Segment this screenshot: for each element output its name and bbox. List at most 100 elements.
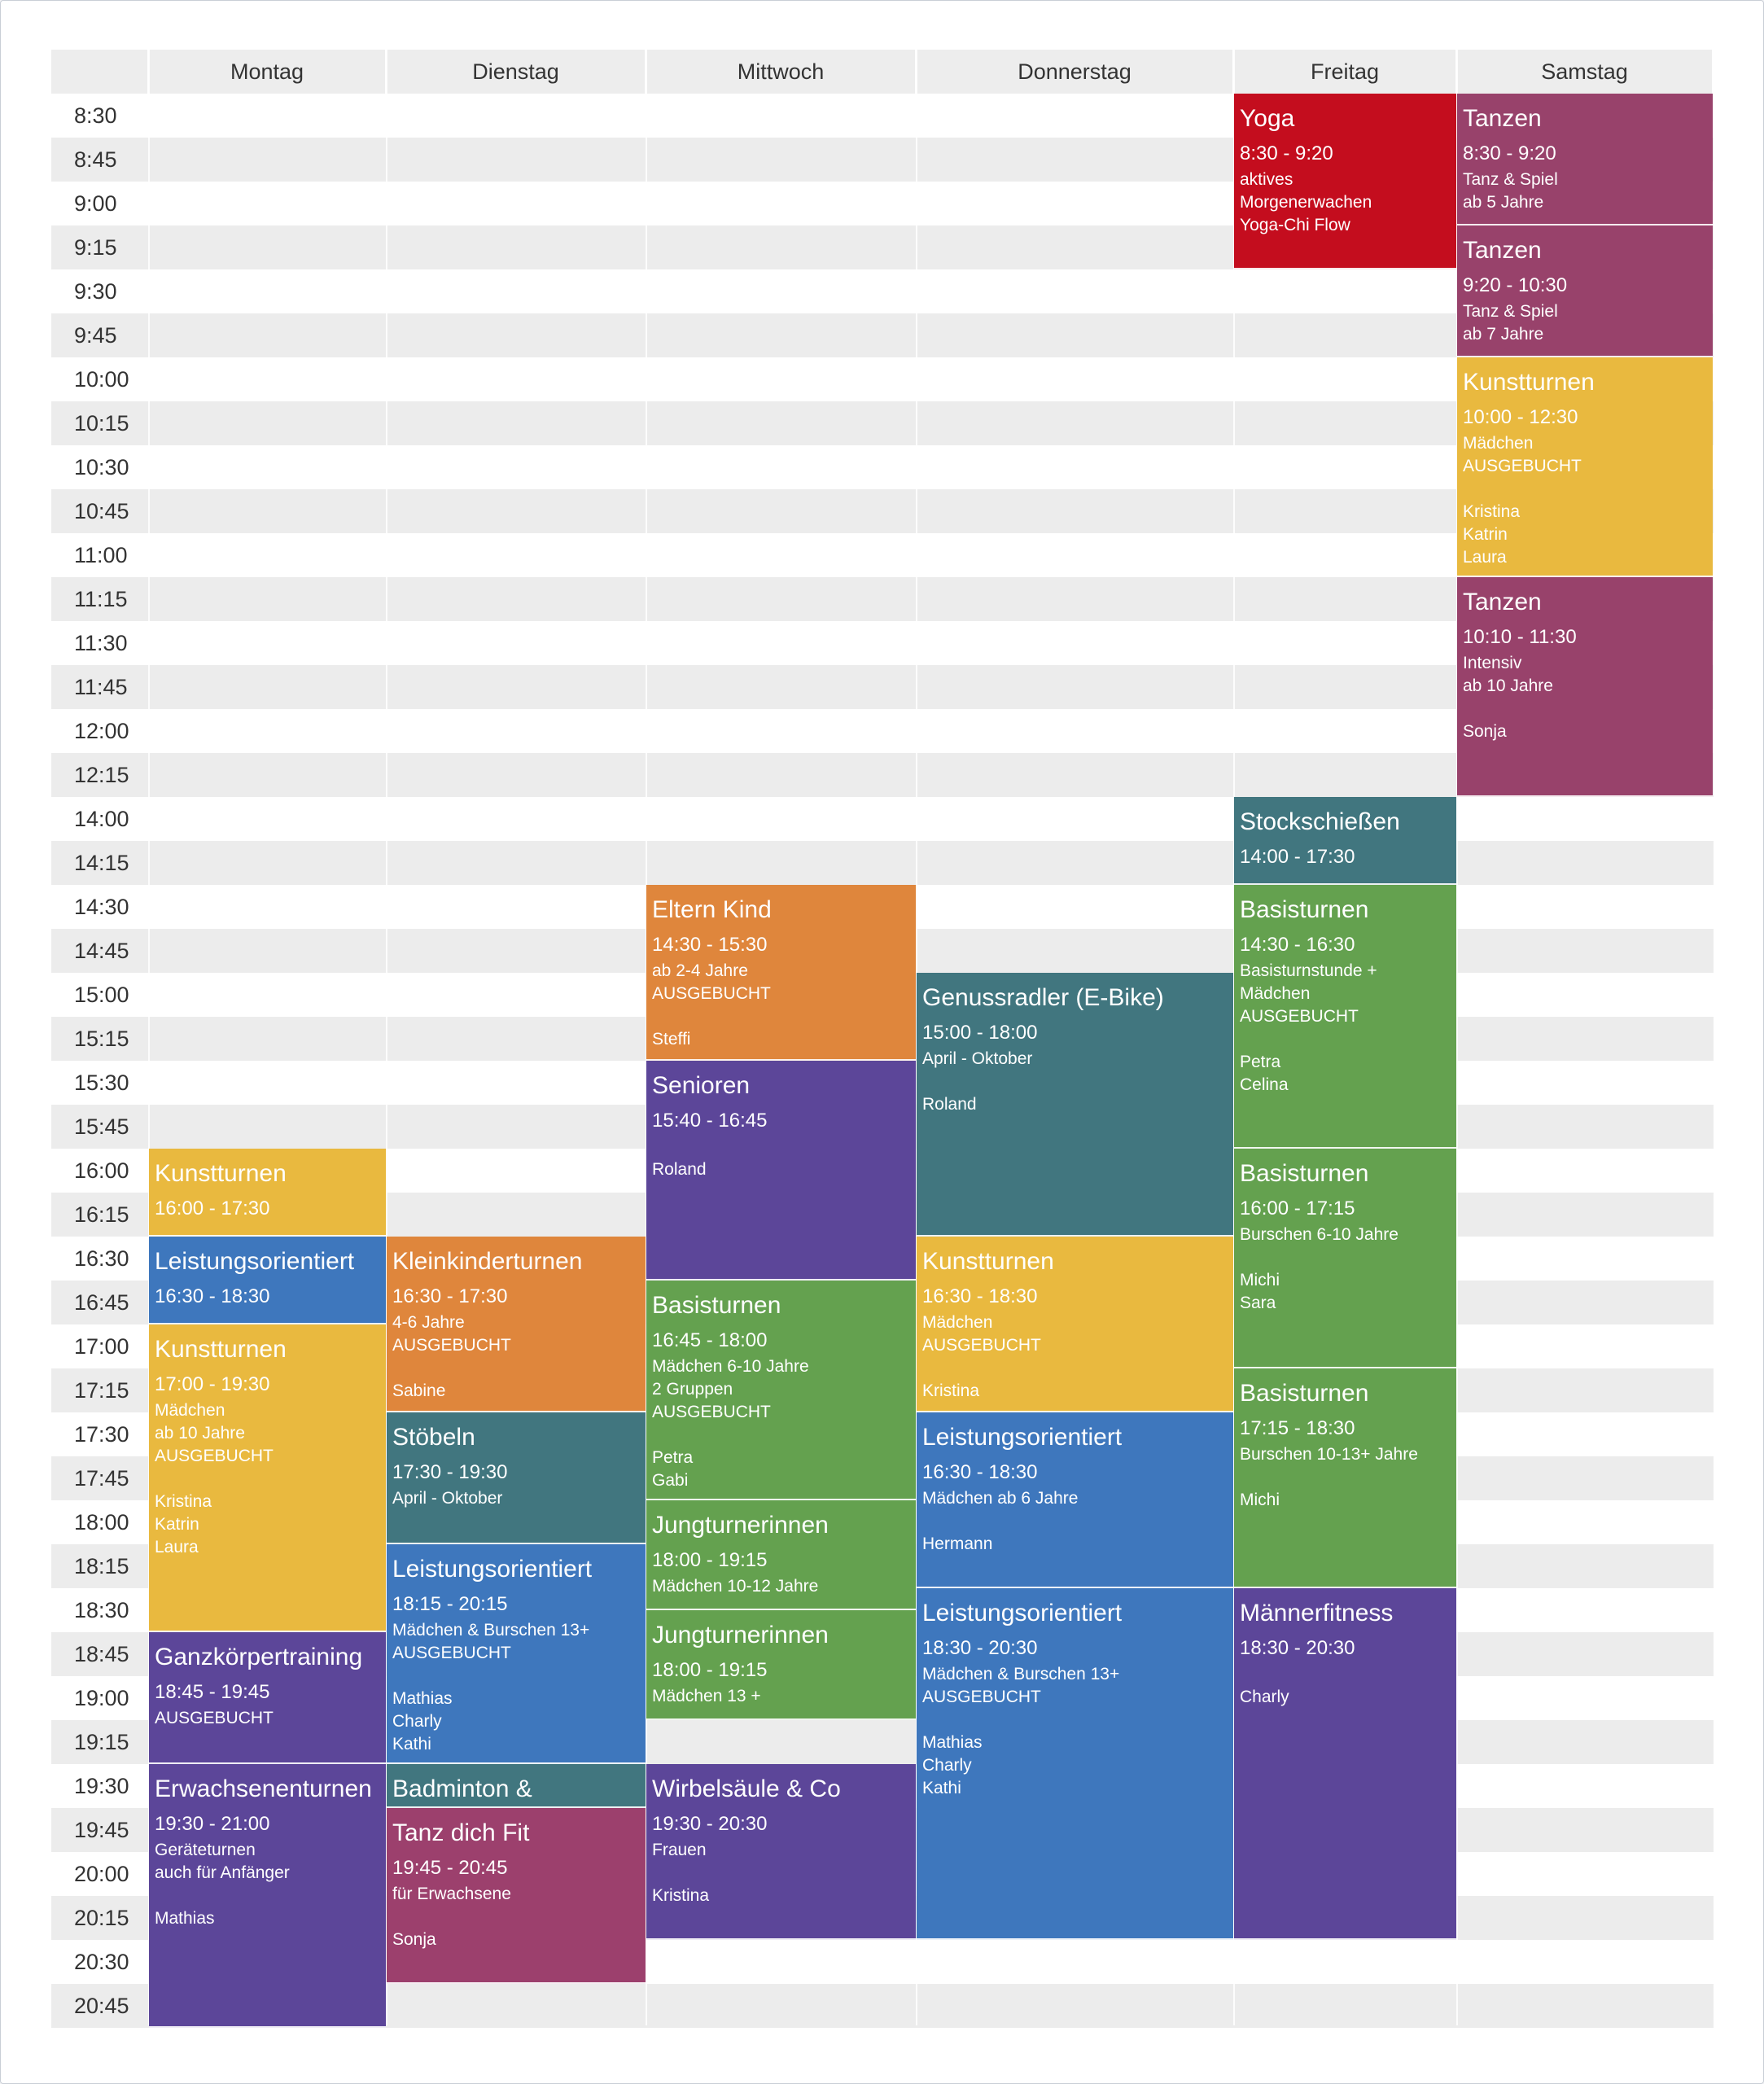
event-details: April - Oktober Roland [922,1048,1228,1116]
event-block[interactable]: Basisturnen 16:45 - 18:00 Mädchen 6-10 Jah… [646,1281,916,1500]
event-detail-line: AUSGEBUCHT [155,1447,274,1465]
event-time: 17:15 - 18:30 [1240,1417,1355,1439]
header-corner [51,50,149,94]
event-title: Leistungsorientiert [922,1600,1123,1626]
time-label: 19:00 [74,1685,129,1710]
time-label: 12:15 [74,762,129,787]
event-block[interactable]: Leistungsorientiert 16:30 - 18:30 [149,1237,386,1324]
event-block[interactable]: Tanzen 9:20 - 10:30 Tanz & Spiel ab 7 Jahre [1457,225,1713,357]
event-detail-line [652,1862,911,1885]
event-detail-line: Petra [652,1448,694,1467]
time-label: 8:30 [74,103,117,128]
event-block[interactable]: Männerfitness 18:30 - 20:30 Charly [1234,1588,1456,1940]
event-detail-line [155,1468,381,1491]
event-title: Stockschießen [1240,808,1400,835]
event-detail-line: Charly [392,1712,442,1731]
event-detail-line: ab 10 Jahre [155,1424,245,1443]
event-title: Tanzen [1463,105,1542,132]
time-label: 11:00 [74,542,128,567]
event-block[interactable]: Leistungsorientiert 18:30 - 20:30 Mädchen … [917,1588,1233,1940]
event-block[interactable]: Kunstturnen 10:00 - 12:30 Mädchen AUSGEBUCH… [1457,357,1713,577]
event-block[interactable]: Ganzkörpertraining 18:45 - 19:45 AUSGEBUCH… [149,1632,386,1764]
time-label: 9:00 [74,190,117,216]
day-header-dienstag: Dienstag [387,50,646,94]
event-detail-line: ab 2-4 Jahre [652,961,748,980]
event-block[interactable]: Basisturnen 14:30 - 16:30 Basisturnstunde … [1234,885,1456,1149]
event-block[interactable]: Basisturnen 16:00 - 17:15 Burschen 6-10 Ja… [1234,1149,1456,1368]
event-details: Frauen Kristina [652,1839,911,1907]
event-detail-line: Tanz & Spiel [1463,170,1558,189]
event-detail-line: Tanz & Spiel [1463,302,1558,321]
event-block[interactable]: Stöbeln 17:30 - 19:30 April - Oktober [387,1412,646,1544]
event-detail-line: Celina [1240,1075,1289,1094]
event-detail-line: ab 10 Jahre [1463,676,1553,695]
column-separator [1456,50,1458,2025]
event-time: 18:15 - 20:15 [392,1593,508,1615]
event-block[interactable]: Tanzen 8:30 - 9:20 Tanz & Spiel ab 5 Jahre [1457,94,1713,225]
event-detail-line: AUSGEBUCHT [1240,1007,1359,1026]
event-detail-line: Kristina [155,1492,212,1511]
event-block[interactable]: Wirbelsäule & Co 19:30 - 20:30 Frauen Krist… [646,1764,916,1940]
event-detail-line [1240,1466,1451,1489]
event-block[interactable]: Jungturnerinnen 18:00 - 19:15 Mädchen 13 + [646,1610,916,1720]
event-block[interactable]: Genussradler (E-Bike) 15:00 - 18:00 April … [917,973,1233,1237]
event-time: 18:30 - 20:30 [1240,1637,1355,1659]
event-block[interactable]: Basisturnen 17:15 - 18:30 Burschen 10-13+ … [1234,1368,1456,1588]
event-block[interactable]: Jungturnerinnen 18:00 - 19:15 Mädchen 10-1… [646,1500,916,1610]
event-block[interactable]: Kunstturnen 16:00 - 17:30 [149,1149,386,1237]
event-time: 16:30 - 18:30 [922,1461,1038,1483]
event-details: Intensiv ab 10 Jahre Sonja [1463,652,1708,743]
event-detail-line: Katrin [1463,525,1508,544]
event-detail-line: Mädchen 13 + [652,1687,761,1705]
event-block[interactable]: Leistungsorientiert 16:30 - 18:30 Mädchen … [917,1412,1233,1588]
event-detail-line: Burschen 6-10 Jahre [1240,1225,1399,1244]
event-title: Yoga [1240,105,1295,132]
event-detail-line: Burschen 10-13+ Jahre [1240,1445,1418,1464]
event-detail-line: Intensiv [1463,654,1522,672]
day-header-freitag: Freitag [1234,50,1457,94]
event-detail-line: Hermann [922,1535,993,1553]
event-block[interactable]: Badminton & [387,1764,646,1808]
event-details: Mädchen & Burschen 13+ AUSGEBUCHT Mathias C… [392,1619,641,1756]
event-block[interactable]: Stockschießen 14:00 - 17:30 [1234,797,1456,885]
event-time: 9:20 - 10:30 [1463,274,1568,296]
event-block[interactable]: Kunstturnen 16:30 - 18:30 Mädchen AUSGEBUCH… [917,1237,1233,1412]
event-title: Leistungsorientiert [392,1556,593,1583]
event-detail-line: Charly [922,1756,972,1775]
event-title: Stöbeln [392,1424,475,1451]
event-time: 16:30 - 18:30 [155,1285,270,1307]
event-detail-line: ab 7 Jahre [1463,325,1544,344]
event-detail-line: AUSGEBUCHT [155,1709,274,1727]
event-block[interactable]: Tanzen 10:10 - 11:30 Intensiv ab 10 Jahre So… [1457,577,1713,797]
event-detail-line: Mathias [922,1733,983,1752]
event-detail-line: April - Oktober [392,1489,503,1508]
event-title: Senioren [652,1072,751,1099]
event-block[interactable]: Yoga 8:30 - 9:20 aktives Morgenerwachen Yoga… [1234,94,1456,269]
event-detail-line [922,1357,1228,1380]
event-block[interactable]: Erwachsenenturnen 19:30 - 21:00 Geräteturn… [149,1764,386,2028]
time-label: 10:30 [74,454,129,479]
event-detail-line: AUSGEBUCHT [392,1644,511,1662]
event-title: Tanz dich Fit [392,1819,530,1846]
event-detail-line: Morgenerwachen [1240,193,1372,212]
day-header-montag: Montag [149,50,387,94]
time-label: 18:00 [74,1509,129,1535]
event-block[interactable]: Eltern Kind 14:30 - 15:30 ab 2-4 Jahre AUSG… [646,885,916,1061]
event-block[interactable]: Kunstturnen 17:00 - 19:30 Mädchen ab 10 Jah… [149,1324,386,1632]
event-details: Burschen 6-10 Jahre Michi Sara [1240,1224,1451,1315]
event-details: Mädchen AUSGEBUCHT Kristina [922,1311,1228,1403]
event-block[interactable]: Kleinkinderturnen 16:30 - 17:30 4-6 Jahre A… [387,1237,646,1412]
event-detail-line: Michi [1240,1271,1280,1289]
time-label: 18:30 [74,1597,129,1622]
event-block[interactable]: Senioren 15:40 - 16:45 Roland [646,1061,916,1281]
event-detail-line [922,1510,1228,1533]
event-block[interactable]: Tanz dich Fit 19:45 - 20:45 für Erwachsene… [387,1808,646,1984]
event-detail-line [652,1136,911,1158]
event-detail-line: Gabi [652,1471,689,1490]
event-block[interactable]: Leistungsorientiert 18:15 - 20:15 Mädchen … [387,1544,646,1764]
event-detail-line: Mathias [155,1909,215,1928]
event-detail-line: AUSGEBUCHT [652,984,771,1003]
time-label: 14:00 [74,806,129,831]
event-detail-line [392,1906,641,1929]
time-label: 16:45 [74,1289,129,1315]
